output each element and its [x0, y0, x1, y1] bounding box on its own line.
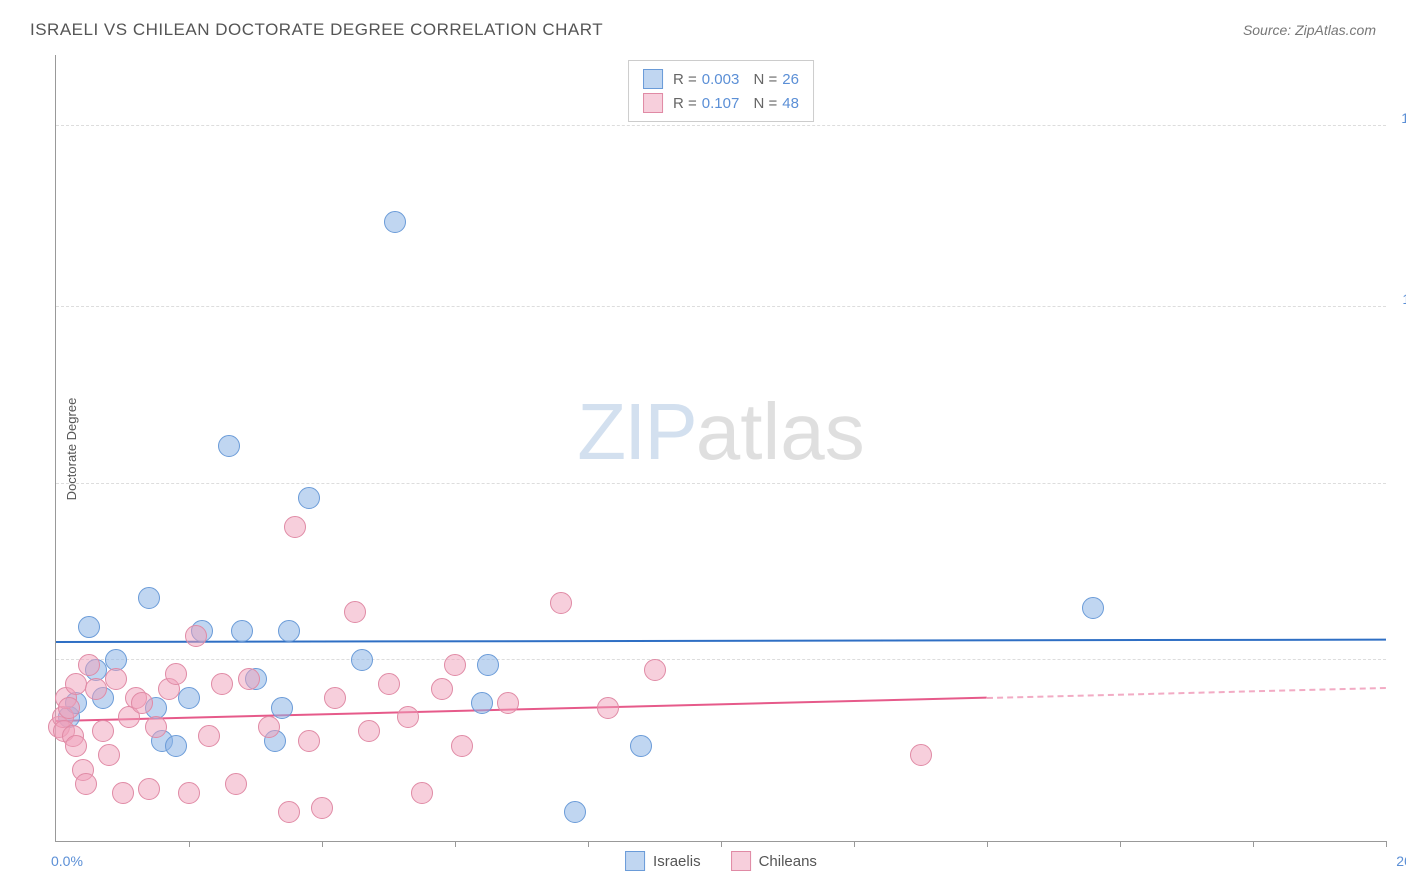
data-point — [65, 673, 87, 695]
data-point — [378, 673, 400, 695]
data-point — [451, 735, 473, 757]
data-point — [311, 797, 333, 819]
data-point — [131, 692, 153, 714]
x-tick — [588, 841, 589, 847]
data-point — [411, 782, 433, 804]
data-point — [211, 673, 233, 695]
series-label-chileans: Chileans — [759, 853, 817, 870]
data-point — [477, 654, 499, 676]
gridline — [56, 306, 1386, 307]
x-axis-max-label: 20.0% — [1396, 853, 1406, 869]
gridline-label: 11.2% — [1402, 291, 1406, 307]
x-tick — [455, 841, 456, 847]
data-point — [145, 716, 167, 738]
legend-swatch-israelis-bottom — [625, 851, 645, 871]
header: ISRAELI VS CHILEAN DOCTORATE DEGREE CORR… — [0, 0, 1406, 50]
data-point — [75, 773, 97, 795]
data-point — [65, 735, 87, 757]
data-point — [225, 773, 247, 795]
plot-area: ZIPatlas R = 0.003 N = 26 R = 0.107 — [55, 55, 1386, 842]
trend-line-dashed — [987, 687, 1386, 699]
data-point — [397, 706, 419, 728]
source-prefix: Source: — [1243, 22, 1295, 38]
data-point — [550, 592, 572, 614]
data-point — [238, 668, 260, 690]
data-point — [185, 625, 207, 647]
data-point — [497, 692, 519, 714]
x-tick — [721, 841, 722, 847]
gridline — [56, 483, 1386, 484]
data-point — [564, 801, 586, 823]
data-point — [218, 435, 240, 457]
data-point — [165, 663, 187, 685]
data-point — [597, 697, 619, 719]
x-tick — [189, 841, 190, 847]
chart-container: Doctorate Degree ZIPatlas R = 0.003 N = … — [55, 55, 1386, 842]
legend-stats-1: R = 0.003 N = 26 — [673, 71, 799, 88]
gridline — [56, 125, 1386, 126]
chart-title: ISRAELI VS CHILEAN DOCTORATE DEGREE CORR… — [30, 20, 603, 40]
data-point — [324, 687, 346, 709]
data-point — [284, 516, 306, 538]
data-point — [298, 487, 320, 509]
legend-stats-2: R = 0.107 N = 48 — [673, 95, 799, 112]
x-tick — [322, 841, 323, 847]
data-point — [58, 697, 80, 719]
data-point — [178, 687, 200, 709]
data-point — [298, 730, 320, 752]
x-axis-min-label: 0.0% — [51, 853, 83, 869]
data-point — [910, 744, 932, 766]
data-point — [344, 601, 366, 623]
data-point — [92, 720, 114, 742]
data-point — [198, 725, 220, 747]
legend-swatch-chileans-bottom — [731, 851, 751, 871]
series-legend: Israelis Chileans — [625, 851, 817, 871]
data-point — [258, 716, 280, 738]
data-point — [165, 735, 187, 757]
data-point — [78, 654, 100, 676]
data-point — [358, 720, 380, 742]
correlation-legend: R = 0.003 N = 26 R = 0.107 N = 48 — [628, 60, 814, 122]
data-point — [278, 620, 300, 642]
x-tick — [1253, 841, 1254, 847]
data-point — [431, 678, 453, 700]
x-tick — [987, 841, 988, 847]
data-point — [98, 744, 120, 766]
data-point — [112, 782, 134, 804]
series-label-israelis: Israelis — [653, 853, 701, 870]
x-tick — [854, 841, 855, 847]
data-point — [444, 654, 466, 676]
watermark-suffix: atlas — [696, 387, 865, 476]
correlation-legend-row-2: R = 0.107 N = 48 — [643, 91, 799, 115]
watermark-prefix: ZIP — [577, 387, 695, 476]
gridline — [56, 659, 1386, 660]
source-name: ZipAtlas.com — [1295, 22, 1376, 38]
data-point — [138, 587, 160, 609]
data-point — [278, 801, 300, 823]
trend-line — [56, 639, 1386, 643]
series-legend-item-israelis: Israelis — [625, 851, 701, 871]
watermark: ZIPatlas — [577, 386, 864, 478]
data-point — [85, 678, 107, 700]
data-point — [351, 649, 373, 671]
series-legend-item-chileans: Chileans — [731, 851, 817, 871]
source-attribution: Source: ZipAtlas.com — [1243, 22, 1376, 38]
data-point — [271, 697, 293, 719]
data-point — [78, 616, 100, 638]
legend-swatch-chileans — [643, 93, 663, 113]
data-point — [630, 735, 652, 757]
data-point — [471, 692, 493, 714]
gridline-label: 15.0% — [1401, 110, 1406, 126]
correlation-legend-row-1: R = 0.003 N = 26 — [643, 67, 799, 91]
legend-swatch-israelis — [643, 69, 663, 89]
data-point — [138, 778, 160, 800]
data-point — [105, 668, 127, 690]
data-point — [178, 782, 200, 804]
data-point — [644, 659, 666, 681]
x-tick — [1386, 841, 1387, 847]
data-point — [231, 620, 253, 642]
x-tick — [1120, 841, 1121, 847]
data-point — [1082, 597, 1104, 619]
data-point — [384, 211, 406, 233]
